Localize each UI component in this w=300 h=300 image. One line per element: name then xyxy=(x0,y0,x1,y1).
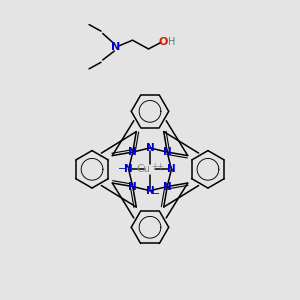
Text: Cu: Cu xyxy=(136,164,151,174)
Text: N: N xyxy=(167,164,176,174)
Text: N: N xyxy=(128,147,137,157)
Text: N: N xyxy=(163,147,172,157)
Text: O: O xyxy=(159,37,168,46)
Text: ++: ++ xyxy=(151,162,164,171)
Text: N: N xyxy=(146,186,154,196)
Text: H: H xyxy=(168,37,176,46)
Text: −: − xyxy=(152,189,160,199)
Text: N: N xyxy=(163,182,172,192)
Text: N: N xyxy=(128,182,137,192)
Text: N: N xyxy=(146,143,154,153)
Text: N: N xyxy=(111,43,120,52)
Text: N: N xyxy=(124,164,133,174)
Text: −: − xyxy=(118,164,126,174)
